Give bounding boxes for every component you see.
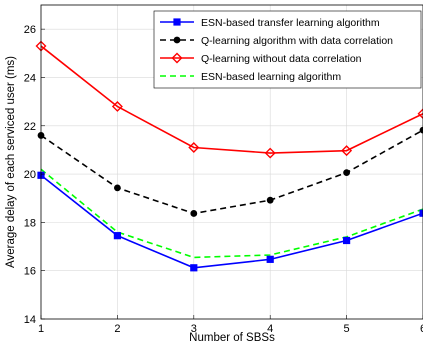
y-tick-label: 16 <box>24 266 36 278</box>
x-axis-title: Number of SBSs <box>189 332 275 344</box>
data-point <box>267 256 273 262</box>
x-tick-label: 5 <box>344 323 350 335</box>
legend-label: ESN-based transfer learning algorithm <box>201 17 380 29</box>
legend-swatch-marker <box>174 19 180 25</box>
y-tick-label: 22 <box>24 121 36 133</box>
legend-label: Q-learning without data correlation <box>201 53 362 65</box>
legend: ESN-based transfer learning algorithm Q-l… <box>154 11 421 88</box>
x-tick-label: 2 <box>114 323 120 335</box>
y-tick-label: 26 <box>24 24 36 36</box>
legend-label: Q-learning algorithm with data correlati… <box>201 35 393 47</box>
data-point <box>343 237 349 243</box>
data-point <box>114 184 121 191</box>
y-tick-label: 20 <box>24 169 36 181</box>
y-tick-label: 18 <box>24 217 36 229</box>
data-point <box>267 197 274 204</box>
y-axis-title: Average delay of each serviced user (ms) <box>5 56 17 268</box>
data-point <box>190 210 197 217</box>
legend-label: ESN-based learning algorithm <box>201 71 341 83</box>
legend-swatch-marker <box>174 37 181 44</box>
data-point <box>191 265 197 271</box>
y-tick-label: 14 <box>24 314 36 326</box>
y-tick-label: 24 <box>24 72 36 84</box>
data-point <box>114 232 120 238</box>
data-point <box>343 169 350 176</box>
x-tick-label: 1 <box>38 323 44 335</box>
